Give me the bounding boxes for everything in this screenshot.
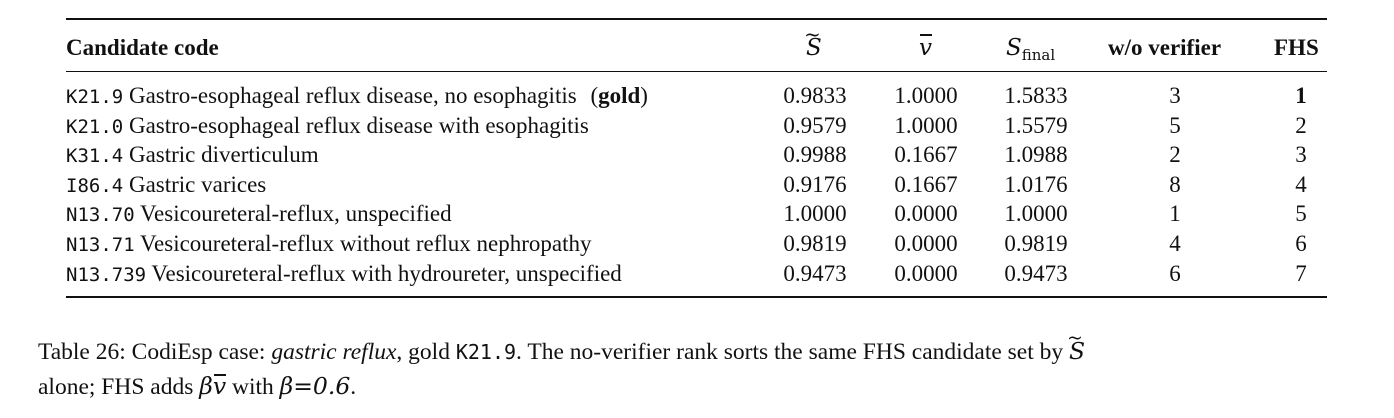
icd-code: K21.0 [66,115,124,138]
mid-rule [66,71,1327,72]
sf-cell: 1.0176 [1004,171,1068,197]
table-row: N13.70 Vesicoureteral-reflux, unspecifie… [0,199,1394,229]
s-cell: 0.9473 [783,260,847,286]
wo-cell: 5 [1169,112,1181,138]
sf-cell: 1.0000 [1004,201,1068,227]
v-cell: 0.0000 [894,201,958,227]
header-v-bar: v [919,34,932,61]
code-description: Vesicoureteral-reflux, unspecified [139,201,452,227]
code-description: Vesicoureteral-reflux without reflux nep… [139,231,592,256]
table-caption: Table 26: CodiEsp case: gastric reflux, … [38,327,1086,400]
fhs-cell: 1 [1295,83,1307,108]
wo-cell: 1 [1169,201,1181,227]
candidate-cell: N13.70 Vesicoureteral-reflux, unspecifie… [66,199,452,230]
v-cell: 0.0000 [894,231,958,256]
candidate-cell: K31.4 Gastric diverticulum [66,140,319,171]
s-cell: 0.9819 [783,231,847,256]
sf-cell: 1.5579 [1004,112,1068,138]
wo-cell: 3 [1169,83,1181,108]
candidate-cell: I86.4 Gastric varices [66,170,266,201]
top-rule [66,18,1327,20]
icd-code: N13.739 [66,263,147,286]
code-description: Gastric diverticulum [128,142,319,168]
tilde-accent: ~ [804,22,821,46]
candidate-cell: K21.9 Gastro-esophageal reflux disease, … [66,83,648,108]
s-cell: 0.9579 [783,112,847,138]
fhs-cell: 6 [1295,231,1307,256]
code-description: Gastro-esophageal reflux disease with es… [128,112,589,138]
candidate-cell: N13.71 Vesicoureteral-reflux without ref… [66,229,592,260]
gold-tag: gold [598,83,641,108]
fhs-cell: 4 [1295,171,1307,197]
v-cell: 1.0000 [894,112,958,138]
code-description: Vesicoureteral-reflux with hydroureter, … [151,260,622,286]
s-cell: 1.0000 [783,201,847,227]
table-row: K21.0 Gastro-esophageal reflux disease w… [0,111,1394,141]
sf-cell: 1.0988 [1004,142,1068,168]
sf-cell: 1.5833 [1004,83,1068,108]
bottom-rule [66,296,1327,298]
header-fhs: FHS [1274,35,1319,60]
v-cell: 0.1667 [894,142,958,168]
header-s-final: Sfinal [1006,35,1056,64]
v-cell: 0.1667 [894,171,958,197]
bar-accent [920,34,932,36]
sf-cell: 0.9473 [1004,260,1068,286]
code-description: Gastric varices [128,171,267,197]
fhs-cell: 3 [1295,142,1307,168]
table-row: K21.9 Gastro-esophageal reflux disease, … [0,81,1394,111]
table-row: N13.739 Vesicoureteral-reflux with hydro… [0,259,1394,289]
icd-code: I86.4 [66,174,124,197]
table-row: I86.4 Gastric varices 0.9176 0.1667 1.0176 8… [0,170,1394,200]
icd-code: K21.9 [66,86,124,108]
candidate-cell: K21.0 Gastro-esophageal reflux disease w… [66,111,589,142]
wo-cell: 4 [1169,231,1181,256]
fhs-cell: 5 [1295,201,1307,227]
s-cell: 0.9988 [783,142,847,168]
icd-code: N13.70 [66,204,135,227]
wo-cell: 8 [1169,171,1181,197]
header-s-tilde: ~ S [804,22,822,66]
fhs-cell: 2 [1295,112,1307,138]
wo-cell: 2 [1169,142,1181,168]
wo-cell: 6 [1169,260,1181,286]
code-description: Gastro-esophageal reflux disease, no eso… [128,83,577,108]
s-cell: 0.9833 [783,83,847,108]
sf-cell: 0.9819 [1004,231,1068,256]
v-cell: 1.0000 [894,83,958,108]
candidate-cell: N13.739 Vesicoureteral-reflux with hydro… [66,259,622,290]
header-candidate: Candidate code [66,35,219,60]
table-row: N13.71 Vesicoureteral-reflux without ref… [0,229,1394,259]
icd-code: N13.71 [66,234,135,256]
icd-code: K31.4 [66,145,124,168]
header-wo-verifier: w/o verifier [1108,35,1222,60]
s-cell: 0.9176 [783,171,847,197]
v-cell: 0.0000 [894,260,958,286]
fhs-cell: 7 [1295,260,1307,286]
table-row: K31.4 Gastric diverticulum 0.9988 0.1667 1.… [0,140,1394,170]
